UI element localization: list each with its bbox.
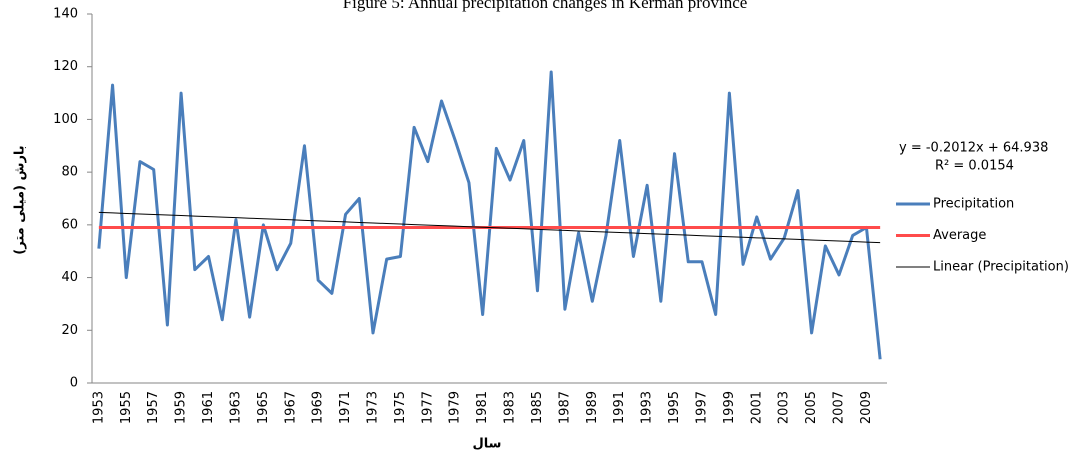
x-tick-label: 1985 <box>530 391 545 424</box>
x-tick-label: 1979 <box>448 391 463 424</box>
y-tick-label: 140 <box>53 7 78 22</box>
x-tick-label: 1971 <box>338 391 353 424</box>
x-tick-label: 1975 <box>393 391 408 424</box>
x-tick-label: 1989 <box>585 391 600 424</box>
annotation: R² = 0.0154 <box>935 159 1014 174</box>
x-tick-label: 1997 <box>694 391 709 424</box>
chart-title: Figure 5: Annual precipitation changes i… <box>343 0 748 12</box>
x-tick-label: 1987 <box>557 391 572 424</box>
x-tick-label: 1969 <box>311 391 326 424</box>
x-tick-label: 1991 <box>612 391 627 424</box>
x-tick-label: 1983 <box>503 391 518 424</box>
y-tick-label: 60 <box>61 217 78 232</box>
y-tick-label: 120 <box>53 59 78 74</box>
y-tick-label: 80 <box>61 165 78 180</box>
x-tick-label: 1957 <box>146 391 161 424</box>
x-tick-label: 1955 <box>119 391 134 424</box>
x-tick-label: 1995 <box>667 391 682 424</box>
x-tick-label: 1999 <box>722 391 737 424</box>
x-tick-label: 1967 <box>283 391 298 424</box>
x-tick-label: 2001 <box>749 391 764 424</box>
x-tick-label: 1973 <box>365 391 380 424</box>
legend-label: Linear (Precipitation) <box>933 260 1069 275</box>
y-tick-label: 0 <box>70 376 78 391</box>
x-tick-label: 2007 <box>832 391 847 424</box>
x-tick-label: 2003 <box>777 391 792 424</box>
series-line <box>97 70 882 360</box>
x-tick-label: 1977 <box>420 391 435 424</box>
x-axis-label: سال <box>473 437 502 452</box>
x-tick-label: 1963 <box>228 391 243 424</box>
x-tick-label: 2009 <box>859 391 874 424</box>
x-tick-label: 1981 <box>475 391 490 424</box>
x-tick-label: 1961 <box>201 391 216 424</box>
annotation: y = -0.2012x + 64.938 <box>899 141 1048 156</box>
legend-label: Precipitation <box>933 197 1014 212</box>
y-axis-label: بارش (میلی متر) <box>13 145 28 254</box>
x-tick-label: 2005 <box>804 391 819 424</box>
x-tick-label: 1959 <box>174 391 189 424</box>
series-line <box>98 211 881 244</box>
legend-label: Average <box>933 228 986 243</box>
x-tick-label: 1993 <box>640 391 655 424</box>
y-tick-label: 20 <box>61 323 78 338</box>
x-tick-label: 1953 <box>91 391 106 424</box>
x-tick-label: 1965 <box>256 391 271 424</box>
y-tick-label: 40 <box>61 270 78 285</box>
y-tick-label: 100 <box>53 112 78 127</box>
